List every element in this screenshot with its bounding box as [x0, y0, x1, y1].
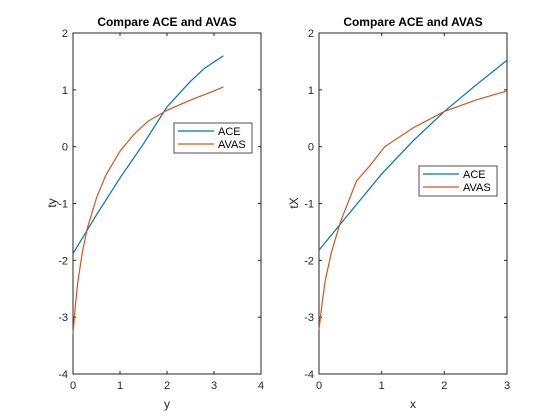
axes-right: Compare ACE and AVAS x tX 0 1 2 3 -4 -3 -2 -1 0 1… [287, 15, 510, 411]
series-line-avas [318, 90, 508, 330]
series-line-ace [318, 59, 508, 251]
legend-box [173, 122, 253, 154]
y-tick-label: 1 [308, 85, 314, 97]
legend-entry: ACE [463, 169, 486, 181]
y-tick-label: -1 [304, 199, 314, 211]
x-tick-label: 0 [316, 380, 322, 392]
x-tick-label: 3 [211, 380, 217, 392]
x-tick-label: 1 [117, 380, 123, 392]
axes-left: Compare ACE and AVAS y ty 0 1 2 3 4 -4 -3 -2 -1 0… [45, 15, 264, 411]
legend-entry: ACE [218, 126, 241, 138]
y-tick-label: -3 [304, 312, 314, 324]
x-tick-label: 2 [441, 380, 447, 392]
y-tick-label: -4 [304, 369, 314, 381]
legend-entry: AVAS [218, 139, 246, 151]
y-tick-label: 0 [62, 142, 68, 154]
y-axis-label: ty [45, 198, 59, 207]
y-tick-label: -2 [304, 255, 314, 267]
y-tick-label: -1 [58, 199, 68, 211]
y-tick-label: -2 [58, 255, 68, 267]
y-tick-label: 1 [62, 85, 68, 97]
chart-title: Compare ACE and AVAS [343, 15, 482, 29]
y-tick-label: 2 [308, 28, 314, 40]
y-tick-label: 2 [62, 28, 68, 40]
x-axis-label: y [164, 397, 170, 411]
y-tick-label: -4 [58, 369, 68, 381]
x-axis-label: x [410, 397, 416, 411]
x-tick-label: 0 [70, 380, 76, 392]
legend-entry: AVAS [463, 182, 491, 194]
x-tick-label: 2 [164, 380, 170, 392]
y-tick-label: 0 [308, 142, 314, 154]
series-line-ace [72, 55, 224, 254]
legend-box [418, 165, 498, 197]
x-tick-label: 4 [258, 380, 264, 392]
x-tick-label: 3 [504, 380, 510, 392]
chart-title: Compare ACE and AVAS [97, 15, 236, 29]
y-tick-label: -3 [58, 312, 68, 324]
axes-box [72, 32, 262, 375]
series-line-avas [72, 86, 224, 335]
x-tick-label: 1 [379, 380, 385, 392]
y-axis-label: tX [287, 197, 301, 208]
